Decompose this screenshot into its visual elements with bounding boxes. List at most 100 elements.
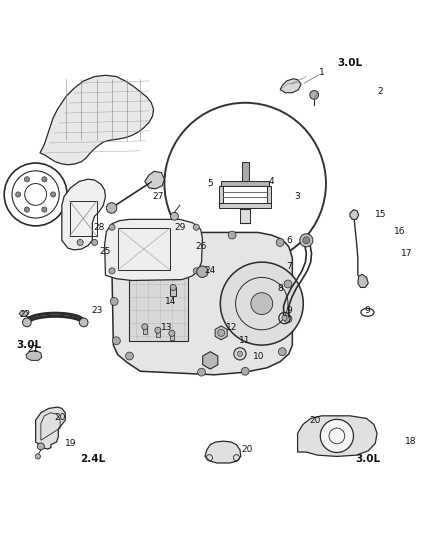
Circle shape bbox=[42, 207, 47, 212]
Polygon shape bbox=[160, 240, 184, 258]
Text: 24: 24 bbox=[205, 266, 216, 276]
Circle shape bbox=[198, 368, 205, 376]
Text: 9: 9 bbox=[286, 305, 292, 314]
Text: 3: 3 bbox=[295, 192, 300, 201]
Text: 7: 7 bbox=[286, 262, 292, 271]
Polygon shape bbox=[170, 287, 176, 296]
Text: 13: 13 bbox=[161, 323, 173, 332]
Polygon shape bbox=[219, 203, 272, 207]
Circle shape bbox=[24, 177, 29, 182]
Circle shape bbox=[79, 318, 88, 327]
Circle shape bbox=[109, 224, 115, 230]
Polygon shape bbox=[203, 352, 218, 369]
Circle shape bbox=[155, 327, 161, 333]
Polygon shape bbox=[280, 79, 301, 93]
Polygon shape bbox=[350, 210, 359, 220]
Polygon shape bbox=[62, 179, 106, 250]
Text: 19: 19 bbox=[65, 439, 76, 448]
Text: 25: 25 bbox=[100, 247, 111, 256]
Circle shape bbox=[170, 285, 176, 290]
Text: 9: 9 bbox=[364, 305, 370, 314]
Text: 20: 20 bbox=[242, 446, 253, 454]
Polygon shape bbox=[267, 185, 272, 203]
Text: 17: 17 bbox=[401, 249, 413, 258]
Text: 29: 29 bbox=[174, 223, 185, 232]
Circle shape bbox=[284, 315, 292, 323]
Circle shape bbox=[109, 268, 115, 274]
Circle shape bbox=[22, 318, 31, 327]
Circle shape bbox=[114, 243, 122, 251]
Circle shape bbox=[237, 351, 243, 357]
Text: 3.0L: 3.0L bbox=[355, 454, 380, 464]
Text: 20: 20 bbox=[309, 416, 321, 425]
Polygon shape bbox=[215, 326, 227, 340]
Polygon shape bbox=[205, 441, 241, 463]
Circle shape bbox=[220, 262, 303, 345]
Polygon shape bbox=[242, 161, 249, 181]
Text: 8: 8 bbox=[277, 284, 283, 293]
Polygon shape bbox=[221, 181, 269, 185]
Circle shape bbox=[193, 268, 199, 274]
Polygon shape bbox=[105, 220, 202, 280]
Circle shape bbox=[310, 91, 318, 99]
Polygon shape bbox=[219, 185, 223, 203]
Circle shape bbox=[276, 239, 284, 246]
Text: 21: 21 bbox=[28, 345, 39, 354]
Circle shape bbox=[241, 367, 249, 375]
Text: 27: 27 bbox=[152, 192, 163, 201]
Text: 6: 6 bbox=[286, 236, 292, 245]
Text: 1: 1 bbox=[319, 68, 325, 77]
Text: 16: 16 bbox=[395, 227, 406, 236]
Polygon shape bbox=[138, 240, 158, 258]
Text: 3.0L: 3.0L bbox=[337, 59, 363, 68]
Circle shape bbox=[320, 419, 353, 453]
Circle shape bbox=[35, 454, 40, 459]
Circle shape bbox=[279, 348, 286, 356]
Polygon shape bbox=[35, 407, 65, 449]
Text: 14: 14 bbox=[165, 297, 177, 306]
Circle shape bbox=[169, 330, 175, 336]
Text: 12: 12 bbox=[226, 323, 238, 332]
Circle shape bbox=[106, 203, 117, 213]
Polygon shape bbox=[156, 329, 159, 337]
Text: 11: 11 bbox=[240, 336, 251, 345]
Circle shape bbox=[42, 177, 47, 182]
Text: 20: 20 bbox=[54, 413, 65, 422]
Circle shape bbox=[303, 237, 310, 244]
Text: 4: 4 bbox=[268, 177, 274, 186]
Circle shape bbox=[234, 348, 246, 360]
Circle shape bbox=[37, 443, 44, 450]
Text: 2: 2 bbox=[378, 87, 383, 96]
Polygon shape bbox=[358, 274, 368, 287]
Circle shape bbox=[282, 316, 287, 321]
Text: 5: 5 bbox=[207, 179, 213, 188]
Text: 2.4L: 2.4L bbox=[80, 454, 105, 464]
Circle shape bbox=[162, 231, 170, 239]
Circle shape bbox=[24, 207, 29, 212]
Circle shape bbox=[197, 266, 208, 277]
Circle shape bbox=[170, 212, 178, 220]
Polygon shape bbox=[143, 326, 147, 334]
Polygon shape bbox=[19, 311, 28, 316]
Circle shape bbox=[15, 192, 21, 197]
Circle shape bbox=[77, 239, 83, 246]
Polygon shape bbox=[130, 266, 188, 341]
Text: 23: 23 bbox=[91, 305, 102, 314]
Polygon shape bbox=[145, 171, 164, 189]
Text: 15: 15 bbox=[375, 209, 386, 219]
Circle shape bbox=[284, 280, 292, 288]
Circle shape bbox=[251, 293, 273, 314]
Polygon shape bbox=[240, 209, 251, 223]
Circle shape bbox=[50, 192, 56, 197]
Polygon shape bbox=[26, 350, 42, 360]
Text: 26: 26 bbox=[196, 243, 207, 252]
Circle shape bbox=[142, 324, 148, 330]
Circle shape bbox=[300, 234, 313, 247]
Circle shape bbox=[218, 329, 225, 336]
Circle shape bbox=[193, 224, 199, 230]
Text: 18: 18 bbox=[405, 437, 417, 446]
Circle shape bbox=[126, 352, 134, 360]
Polygon shape bbox=[170, 333, 173, 340]
Text: 28: 28 bbox=[93, 223, 105, 232]
Circle shape bbox=[110, 297, 118, 305]
